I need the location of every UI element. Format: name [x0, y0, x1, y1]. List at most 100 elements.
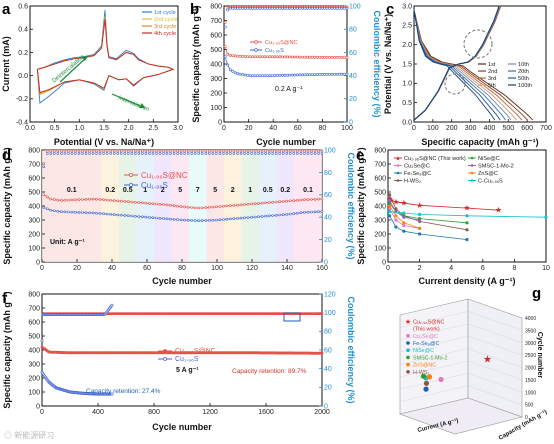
ce-marker: [253, 152, 257, 155]
comparison-marker: [394, 214, 398, 218]
y-tick-label: 200: [28, 231, 40, 238]
capacity-marker: [236, 217, 239, 220]
capacity-marker: [320, 210, 324, 213]
ce-marker: [91, 152, 95, 155]
comparison-marker: [402, 211, 406, 215]
ce-marker: [200, 152, 204, 155]
legend-marker: [470, 179, 474, 182]
ce-marker: [340, 6, 344, 10]
capacity-marker: [223, 55, 227, 59]
comparison-marker: [418, 212, 422, 216]
legend-marker: [396, 179, 400, 182]
panel-f-y2label: Coulombic efficiency (%): [346, 296, 356, 403]
ce-marker: [67, 149, 70, 153]
capacity-marker: [298, 73, 302, 77]
ce-marker: [141, 152, 144, 155]
ce-marker: [236, 152, 239, 155]
capacity-marker: [320, 55, 324, 59]
x-tick-label: 60: [143, 265, 151, 272]
y-tick-label: 500: [28, 189, 40, 196]
side-gridline: [467, 348, 523, 368]
capacity-marker: [318, 73, 322, 76]
capacity-marker: [63, 198, 67, 202]
y-tick-label: 100: [374, 245, 386, 252]
capacity-marker: [310, 55, 314, 59]
ce-marker: [317, 149, 320, 153]
capacity-marker: [299, 211, 303, 214]
x-tick-label: 1.5: [99, 125, 109, 132]
capacity-marker: [77, 198, 81, 201]
panel-a-xlabel: Potential (V vs. Na/Na⁺): [54, 137, 154, 147]
side-gridline: [467, 335, 523, 356]
comparison-point: [426, 374, 433, 380]
capacity-marker: [215, 218, 218, 222]
ce-marker: [179, 152, 183, 155]
ce-marker: [232, 152, 236, 155]
ce-marker: [74, 149, 77, 153]
rate-label: 0.5: [123, 187, 133, 194]
y-tick-label: 300: [28, 217, 40, 224]
comparison-marker: [388, 193, 392, 197]
capacity-marker: [264, 201, 267, 205]
capacity-marker: [333, 56, 337, 59]
ce-marker: [264, 149, 267, 153]
ce-marker: [52, 149, 56, 153]
ce-marker: [320, 312, 324, 316]
legend-star: ★: [405, 318, 411, 326]
legend-star: ★: [395, 156, 400, 163]
ce-marker: [292, 149, 296, 153]
ce-marker: [268, 6, 272, 10]
capacity-marker: [251, 74, 255, 78]
ce-marker: [310, 149, 313, 153]
y-tick-label: 0.2: [18, 50, 28, 57]
capacity-marker: [299, 198, 303, 202]
y-tick-label: 2.0: [402, 42, 412, 49]
capacity-marker: [116, 199, 119, 203]
ce-marker: [134, 149, 137, 153]
ce-marker: [67, 152, 70, 155]
panel-f-xlabel: Cycle number: [152, 422, 212, 432]
capacity-marker: [226, 63, 230, 67]
y-tick-label: 400: [28, 203, 40, 210]
comparison-marker: [402, 224, 406, 228]
capacity-marker: [208, 219, 211, 222]
ce-marker: [40, 339, 44, 343]
ce-marker: [275, 6, 279, 10]
capacity-marker: [300, 55, 304, 59]
ce-marker: [278, 149, 282, 153]
ce-marker: [98, 149, 102, 153]
ce-marker: [193, 152, 197, 155]
star-marker: ★: [416, 201, 423, 210]
x-tick-label: 120: [246, 265, 258, 272]
capacity-marker: [270, 55, 274, 59]
capacity-marker: [123, 214, 127, 217]
x-tick-label: 400: [484, 125, 496, 132]
ce-marker: [158, 149, 162, 153]
star-marker: ★: [400, 199, 407, 208]
y-tick-label: 700: [28, 161, 40, 168]
x-tick-label: 40: [269, 125, 277, 132]
capacity-marker: [130, 200, 134, 204]
rate-label: 0.1: [67, 187, 77, 194]
panel-b-rate-annotation: 0.2 A g⁻¹: [275, 86, 303, 93]
capacity-marker: [243, 216, 246, 220]
capacity-marker: [315, 55, 319, 59]
capacity-marker: [310, 73, 314, 77]
x-tick-label: 1200: [202, 409, 218, 416]
capacity-marker: [165, 217, 169, 221]
capacity-marker: [222, 204, 225, 208]
y-tick-label: 600: [28, 175, 40, 182]
y2-tick-label: 0: [324, 259, 328, 266]
capacity-marker: [197, 219, 200, 222]
y-tick-label: 100: [28, 245, 40, 252]
ce-marker: [169, 152, 172, 155]
y-tick-label: 600: [374, 175, 386, 182]
capacity-marker: [257, 202, 260, 205]
capacity-marker: [91, 211, 95, 215]
y2-tick-label: 80: [349, 27, 357, 34]
ce-marker: [228, 6, 232, 10]
capacity-marker: [233, 71, 237, 75]
ce-marker: [306, 152, 310, 155]
